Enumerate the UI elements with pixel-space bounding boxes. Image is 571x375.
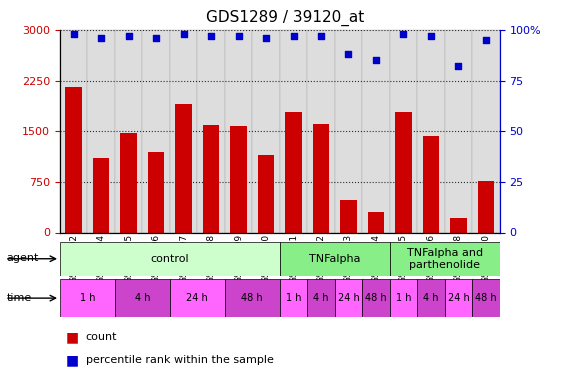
Text: count: count — [86, 333, 117, 342]
Point — [262, 35, 271, 41]
Text: TNFalpha: TNFalpha — [309, 254, 360, 264]
Bar — [87, 30, 115, 232]
Text: 48 h: 48 h — [475, 293, 497, 303]
Text: 48 h: 48 h — [365, 293, 387, 303]
Bar — [60, 242, 280, 276]
Text: 4 h: 4 h — [313, 293, 329, 303]
Bar — [389, 279, 417, 317]
Bar — [368, 212, 384, 232]
Bar — [445, 30, 472, 232]
Bar — [417, 30, 445, 232]
Text: 24 h: 24 h — [187, 293, 208, 303]
Bar — [258, 155, 274, 232]
Bar — [362, 279, 389, 317]
Bar — [307, 30, 335, 232]
Point — [96, 35, 106, 41]
Bar — [335, 30, 362, 232]
Bar — [477, 181, 494, 232]
Bar — [60, 279, 115, 317]
Text: 24 h: 24 h — [448, 293, 469, 303]
Bar — [120, 133, 137, 232]
Point — [207, 33, 216, 39]
Bar — [203, 124, 219, 232]
Text: GDS1289 / 39120_at: GDS1289 / 39120_at — [206, 9, 365, 26]
Text: agent: agent — [7, 253, 39, 262]
Bar — [280, 30, 307, 232]
Text: ■: ■ — [66, 330, 79, 345]
Text: 4 h: 4 h — [135, 293, 150, 303]
Text: 1 h: 1 h — [80, 293, 95, 303]
Point — [316, 33, 325, 39]
Text: 48 h: 48 h — [242, 293, 263, 303]
Text: ■: ■ — [66, 353, 79, 367]
Point — [427, 33, 436, 39]
Bar — [115, 30, 142, 232]
Point — [151, 35, 160, 41]
Bar — [286, 112, 302, 232]
Bar — [472, 279, 500, 317]
Bar — [417, 279, 445, 317]
Bar — [60, 30, 87, 232]
Bar — [280, 242, 390, 276]
Bar — [389, 30, 417, 232]
Bar — [170, 279, 225, 317]
Point — [234, 33, 243, 39]
Point — [69, 31, 78, 37]
Bar — [445, 279, 472, 317]
Point — [289, 33, 298, 39]
Bar — [335, 279, 362, 317]
Bar — [225, 279, 280, 317]
Bar — [115, 279, 170, 317]
Bar — [423, 136, 439, 232]
Point — [371, 57, 380, 63]
Bar — [142, 30, 170, 232]
Bar — [472, 30, 500, 232]
Text: time: time — [7, 293, 32, 303]
Bar — [389, 242, 500, 276]
Bar — [252, 30, 280, 232]
Text: percentile rank within the sample: percentile rank within the sample — [86, 355, 274, 365]
Bar — [313, 124, 329, 232]
Point — [481, 37, 490, 43]
Bar — [148, 152, 164, 232]
Bar — [175, 104, 192, 232]
Text: 4 h: 4 h — [423, 293, 439, 303]
Text: 1 h: 1 h — [396, 293, 411, 303]
Bar — [93, 158, 110, 232]
Point — [454, 63, 463, 69]
Point — [344, 51, 353, 57]
Bar — [307, 279, 335, 317]
Bar — [230, 126, 247, 232]
Bar — [225, 30, 252, 232]
Bar — [198, 30, 225, 232]
Bar — [170, 30, 198, 232]
Bar — [280, 279, 307, 317]
Point — [124, 33, 133, 39]
Bar — [66, 87, 82, 232]
Bar — [450, 217, 467, 232]
Text: 24 h: 24 h — [337, 293, 359, 303]
Point — [179, 31, 188, 37]
Point — [399, 31, 408, 37]
Bar — [362, 30, 389, 232]
Text: 1 h: 1 h — [286, 293, 301, 303]
Bar — [395, 112, 412, 232]
Text: control: control — [151, 254, 189, 264]
Bar — [340, 200, 357, 232]
Text: TNFalpha and
parthenolide: TNFalpha and parthenolide — [407, 248, 482, 270]
